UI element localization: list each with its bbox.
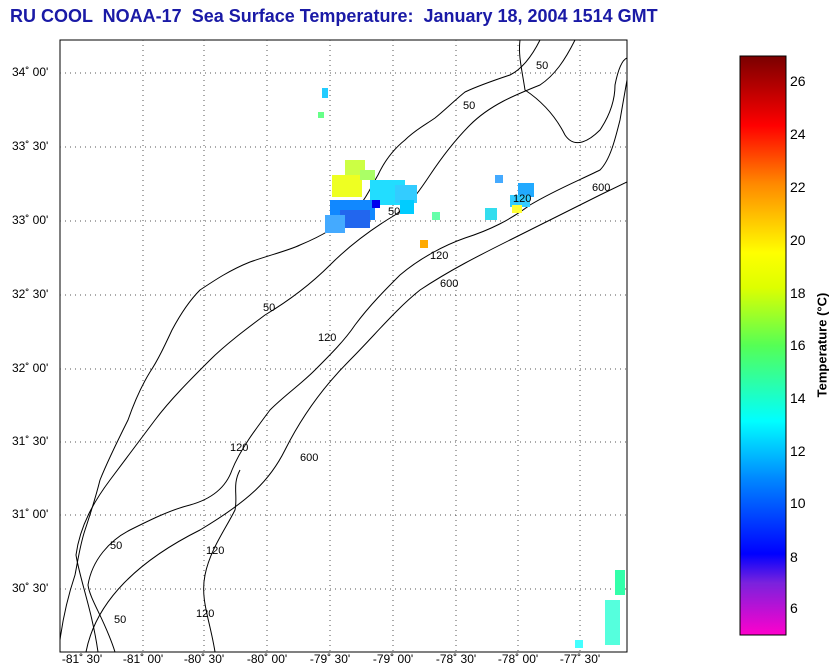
isobath-120: [87, 79, 627, 652]
colorbar-tick: 12: [790, 443, 806, 459]
isobath-120-south: [203, 469, 241, 652]
contour-label-120: 120: [513, 193, 532, 205]
contour-label-50: 50: [110, 540, 123, 552]
lon-label: -79˚ 30': [309, 652, 351, 666]
colorbar-tick: 26: [790, 73, 806, 89]
contour-label-120: 120: [206, 545, 225, 557]
map-frame: [59, 39, 628, 653]
lon-label: -78˚ 30': [435, 652, 477, 666]
contour-label-600: 600: [440, 278, 459, 290]
lon-label: -80˚ 30': [183, 652, 225, 666]
sst-patches: [318, 88, 625, 648]
map-title: RU COOL NOAA-17 Sea Surface Temperature:…: [10, 6, 658, 26]
colorbar-tick: 22: [790, 179, 806, 195]
colorbar: [739, 55, 787, 636]
contour-label-120: 120: [196, 608, 215, 620]
colorbar-tick: 20: [790, 232, 806, 248]
contour-label-120: 120: [430, 250, 449, 262]
colorbar-title: Temperature (°C): [814, 292, 830, 398]
lat-label: 31˚ 30': [12, 434, 49, 448]
colorbar-tick: 16: [790, 337, 806, 353]
contour-label-600: 600: [300, 452, 319, 464]
lat-label: 32˚ 30': [12, 287, 49, 301]
lon-label: -80˚ 00': [246, 652, 288, 666]
coastline: [60, 40, 541, 641]
contour-label-600: 600: [592, 182, 611, 194]
lon-label: -81˚ 30': [61, 652, 103, 666]
isobath-50: [75, 40, 576, 652]
lon-label: -79˚ 00': [372, 652, 414, 666]
colorbar-tick: 24: [790, 126, 806, 142]
lon-label: -78˚ 00': [497, 652, 539, 666]
contour-label-120: 120: [318, 332, 337, 344]
lat-label: 33˚ 00': [12, 213, 49, 227]
colorbar-tick: 14: [790, 390, 806, 406]
lat-label: 33˚ 30': [12, 139, 49, 153]
colorbar-tick: 6: [790, 600, 798, 616]
contour-label-50: 50: [263, 302, 276, 314]
graticule: [60, 40, 627, 652]
lon-label: -81˚ 00': [122, 652, 164, 666]
lon-label: -77˚ 30': [559, 652, 601, 666]
contour-label-50: 50: [114, 614, 127, 626]
lat-label: 31˚ 00': [12, 507, 49, 521]
coastline-detail: [519, 40, 627, 144]
contour-label-50: 50: [388, 206, 401, 218]
colorbar-tick: 8: [790, 549, 798, 565]
colorbar-tick: 10: [790, 495, 806, 511]
contour-label-50: 50: [463, 100, 476, 112]
lat-label: 34˚ 00': [12, 65, 49, 79]
contour-label-120: 120: [230, 442, 249, 454]
isobath-600: [85, 181, 627, 652]
contour-label-50: 50: [536, 60, 549, 72]
lat-label: 30˚ 30': [12, 581, 49, 595]
lat-label: 32˚ 00': [12, 361, 49, 375]
colorbar-tick: 18: [790, 285, 806, 301]
